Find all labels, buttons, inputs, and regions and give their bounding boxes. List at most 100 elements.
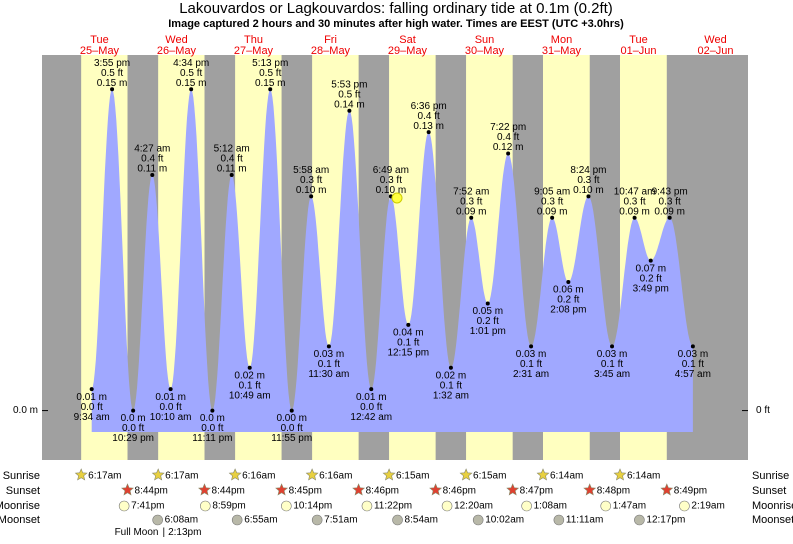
moonset-icon xyxy=(634,514,645,526)
tide-label: 0.0 m xyxy=(121,413,146,424)
sunrise-icon xyxy=(228,468,242,481)
tide-label: 0.3 ft xyxy=(623,196,645,207)
date-label: 31–May xyxy=(542,45,582,57)
tide-label: 9:43 pm xyxy=(652,186,688,197)
sunset-time: 8:44pm xyxy=(212,486,245,497)
sunrise-time: 6:14am xyxy=(627,471,660,482)
tide-label: 0.3 ft xyxy=(577,175,599,186)
tide-label: 7:22 pm xyxy=(490,122,526,133)
moonset-time: 11:11am xyxy=(566,515,603,526)
tide-label: 0.01 m xyxy=(356,392,387,403)
tide-point xyxy=(506,151,511,156)
sunrise-time: 6:17am xyxy=(88,471,121,482)
weekday-label: Mon xyxy=(551,34,572,46)
tide-label: 5:53 pm xyxy=(331,79,367,90)
row-label: Sunset xyxy=(752,485,786,497)
sunrise-icon xyxy=(613,468,627,481)
tide-label: 0.1 ft xyxy=(239,380,261,391)
separator: | xyxy=(162,527,165,538)
tide-point xyxy=(309,194,314,199)
tide-label: 0.00 m xyxy=(276,413,307,424)
moonset-time: 7:51am xyxy=(324,515,357,526)
weekday-label: Thu xyxy=(244,34,263,46)
row-label: Sunrise xyxy=(752,470,789,482)
tide-label: 3:49 pm xyxy=(633,283,669,294)
tide-label: 0.01 m xyxy=(155,392,186,403)
tide-label: 0.3 ft xyxy=(380,175,402,186)
tide-point xyxy=(448,365,453,370)
weekday-label: Tue xyxy=(629,34,648,46)
tide-label: 0.12 m xyxy=(493,142,524,153)
tide-point xyxy=(369,387,374,392)
moonrise-time: 1:08am xyxy=(534,501,567,512)
date-label: 30–May xyxy=(465,45,505,57)
tide-point xyxy=(632,215,637,220)
tide-point xyxy=(690,344,695,349)
moonset-icon xyxy=(392,514,403,526)
moonset-icon xyxy=(472,514,484,526)
tide-point xyxy=(485,301,490,306)
tide-label: 0.0 ft xyxy=(281,423,303,434)
tide-label: 0.2 ft xyxy=(557,295,579,306)
tide-label: 0.4 ft xyxy=(497,132,519,143)
sunset-time: 8:46pm xyxy=(366,486,399,497)
moonrise-time: 1:47am xyxy=(613,501,646,512)
sunrise-icon xyxy=(459,468,473,481)
tide-point xyxy=(667,215,672,220)
tide-point xyxy=(150,172,155,177)
tide-point xyxy=(168,387,173,392)
tide-label: 3:45 am xyxy=(594,369,630,380)
tide-point xyxy=(189,87,194,92)
tide-label: 10:49 am xyxy=(229,390,271,401)
tide-label: 11:30 am xyxy=(308,369,349,380)
sunset-icon xyxy=(121,483,134,496)
weekday-label: Tue xyxy=(90,34,109,46)
row-label: Sunset xyxy=(6,485,40,497)
date-label: 02–Jun xyxy=(697,45,733,57)
sunset-icon xyxy=(583,483,597,496)
sunset-time: 8:45pm xyxy=(289,486,322,497)
date-label: 26–May xyxy=(157,45,197,57)
moonrise-time: 12:20am xyxy=(454,501,493,512)
tide-label: 1:01 pm xyxy=(470,326,506,337)
moonset-icon xyxy=(152,514,163,526)
sunset-icon xyxy=(352,483,366,496)
tide-point xyxy=(326,344,331,349)
weekday-label: Wed xyxy=(704,34,726,46)
current-marker xyxy=(391,192,403,204)
tide-point xyxy=(110,87,115,92)
moonset-time: 12:17pm xyxy=(646,515,685,526)
tide-label: 8:24 pm xyxy=(570,165,606,176)
tide-label: 0.2 ft xyxy=(477,316,499,327)
tide-label: 6:49 am xyxy=(373,165,409,176)
tide-label: 0.1 ft xyxy=(397,338,419,349)
tide-label: 0.05 m xyxy=(472,306,503,317)
moonset-time: 6:08am xyxy=(165,515,198,526)
moonrise-time: 11:22pm xyxy=(374,501,412,512)
tide-point xyxy=(247,365,252,370)
tide-label: 0.3 ft xyxy=(659,196,681,207)
tide-label: 4:27 am xyxy=(134,144,170,155)
tide-label: 0.3 ft xyxy=(460,196,482,207)
moonrise-icon xyxy=(521,500,532,512)
moonrise-time: 7:41pm xyxy=(131,501,164,512)
moonrise-icon xyxy=(118,500,130,512)
tide-label: 0.03 m xyxy=(314,349,345,360)
row-label: Moonrise xyxy=(0,500,40,512)
sunset-time: 8:47pm xyxy=(520,486,553,497)
tide-label: 4:57 am xyxy=(675,369,711,380)
sunset-time: 8:49pm xyxy=(674,486,707,497)
tide-label: 0.1 ft xyxy=(520,359,542,370)
tide-label: 0.4 ft xyxy=(141,154,163,165)
sunrise-time: 6:17am xyxy=(165,471,198,482)
moonset-icon xyxy=(311,514,323,526)
tide-label: 9:05 am xyxy=(534,186,570,197)
moonrise-time: 8:59pm xyxy=(212,501,245,512)
tide-label: 0.5 ft xyxy=(101,68,123,79)
sunset-icon xyxy=(198,483,211,496)
tide-label: 9:34 am xyxy=(74,412,110,423)
tide-point xyxy=(426,130,431,135)
tide-point xyxy=(566,280,571,285)
tide-label: 0.1 ft xyxy=(318,359,340,370)
